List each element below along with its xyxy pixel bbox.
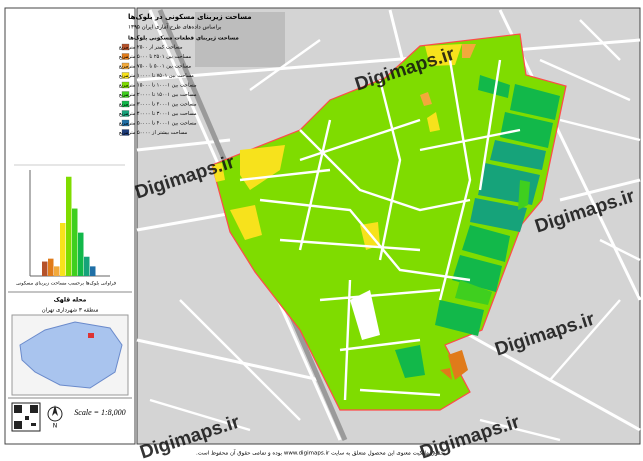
legend-label: مساحت بین ۳۰۰۰۱ تا ۴۰۰۰۰ مترمربع: [119, 111, 197, 117]
hist-bar: [66, 176, 72, 276]
hist-bar: [72, 208, 78, 276]
legend-swatch: [121, 110, 130, 117]
legend-label: مساحت بین ۴۰۰۰۱ تا ۵۰۰۰۰ مترمربع: [119, 121, 197, 127]
hist-bar: [84, 256, 90, 276]
legend-label: مساحت بین ۵۰۰۱ تا ۷۵۰۰ مترمربع: [119, 64, 191, 70]
legend-label: مساحت کمتر از ۲۵۰۰ مترمربع: [119, 45, 183, 51]
hist-bar: [54, 266, 60, 276]
legend-swatch: [121, 62, 130, 70]
legend-label: مساحت بین ۲۵۰۱ تا ۵۰۰۰ مترمربع: [119, 54, 191, 60]
north-arrow: [47, 405, 63, 422]
legend-label: مساحت بین ۱۰۰۰۱ تا ۱۵۰۰۰ مترمربع: [119, 83, 197, 89]
legend-label: مساحت بین ۱۵۰۰۱ تا ۲۰۰۰۰ مترمربع: [119, 92, 197, 98]
hist-bar: [78, 232, 84, 276]
locator-title: محله قلهک: [54, 297, 87, 304]
blocks: [211, 33, 567, 411]
scale-text: Scale = 1:8,000: [74, 408, 125, 417]
legend-label: مساحت بیشتر از ۵۰۰۰۰ مترمربع: [119, 130, 188, 136]
legend-swatch: [121, 91, 130, 98]
legend-swatch: [121, 72, 130, 79]
legend-swatch: [121, 129, 130, 136]
north-label: N: [53, 423, 58, 430]
locator-map: [11, 314, 129, 396]
hist-bar: [90, 266, 96, 276]
map-subtitle: براساس داده‌های طرح آماری ایران ۱۳۹۵: [128, 24, 222, 31]
hist-bar: [48, 258, 54, 276]
legend-swatch: [121, 81, 130, 89]
legend-swatch: [121, 53, 130, 60]
footer: حقوق مالکیت معنوی این محصول متعلق به سای…: [196, 450, 444, 457]
legend-swatch: [121, 43, 130, 51]
legend-heading: مساحت زیربنای قطعات مسکونی بلوک‌ها: [128, 35, 239, 42]
locator-subtitle: منطقه ۳ شهرداری تهران: [42, 308, 99, 314]
legend-swatch: [121, 100, 130, 108]
hist-bar: [60, 223, 66, 276]
legend-swatch: [121, 119, 130, 127]
map-title: مساحت زیربنای مسکونی در بلوک‌ها: [128, 13, 252, 21]
qr-code: [11, 402, 41, 432]
legend-label: مساحت بین ۷۵۰۱ تا ۱۰۰۰۰ مترمربع: [119, 73, 194, 79]
hist-bar: [42, 261, 48, 276]
hist-caption: فراوانی بلوک‌ها برحسب مساحت زیربنای مسکو…: [16, 280, 116, 287]
legend-label: مساحت بین ۲۰۰۰۱ تا ۳۰۰۰۰ مترمربع: [119, 102, 197, 108]
